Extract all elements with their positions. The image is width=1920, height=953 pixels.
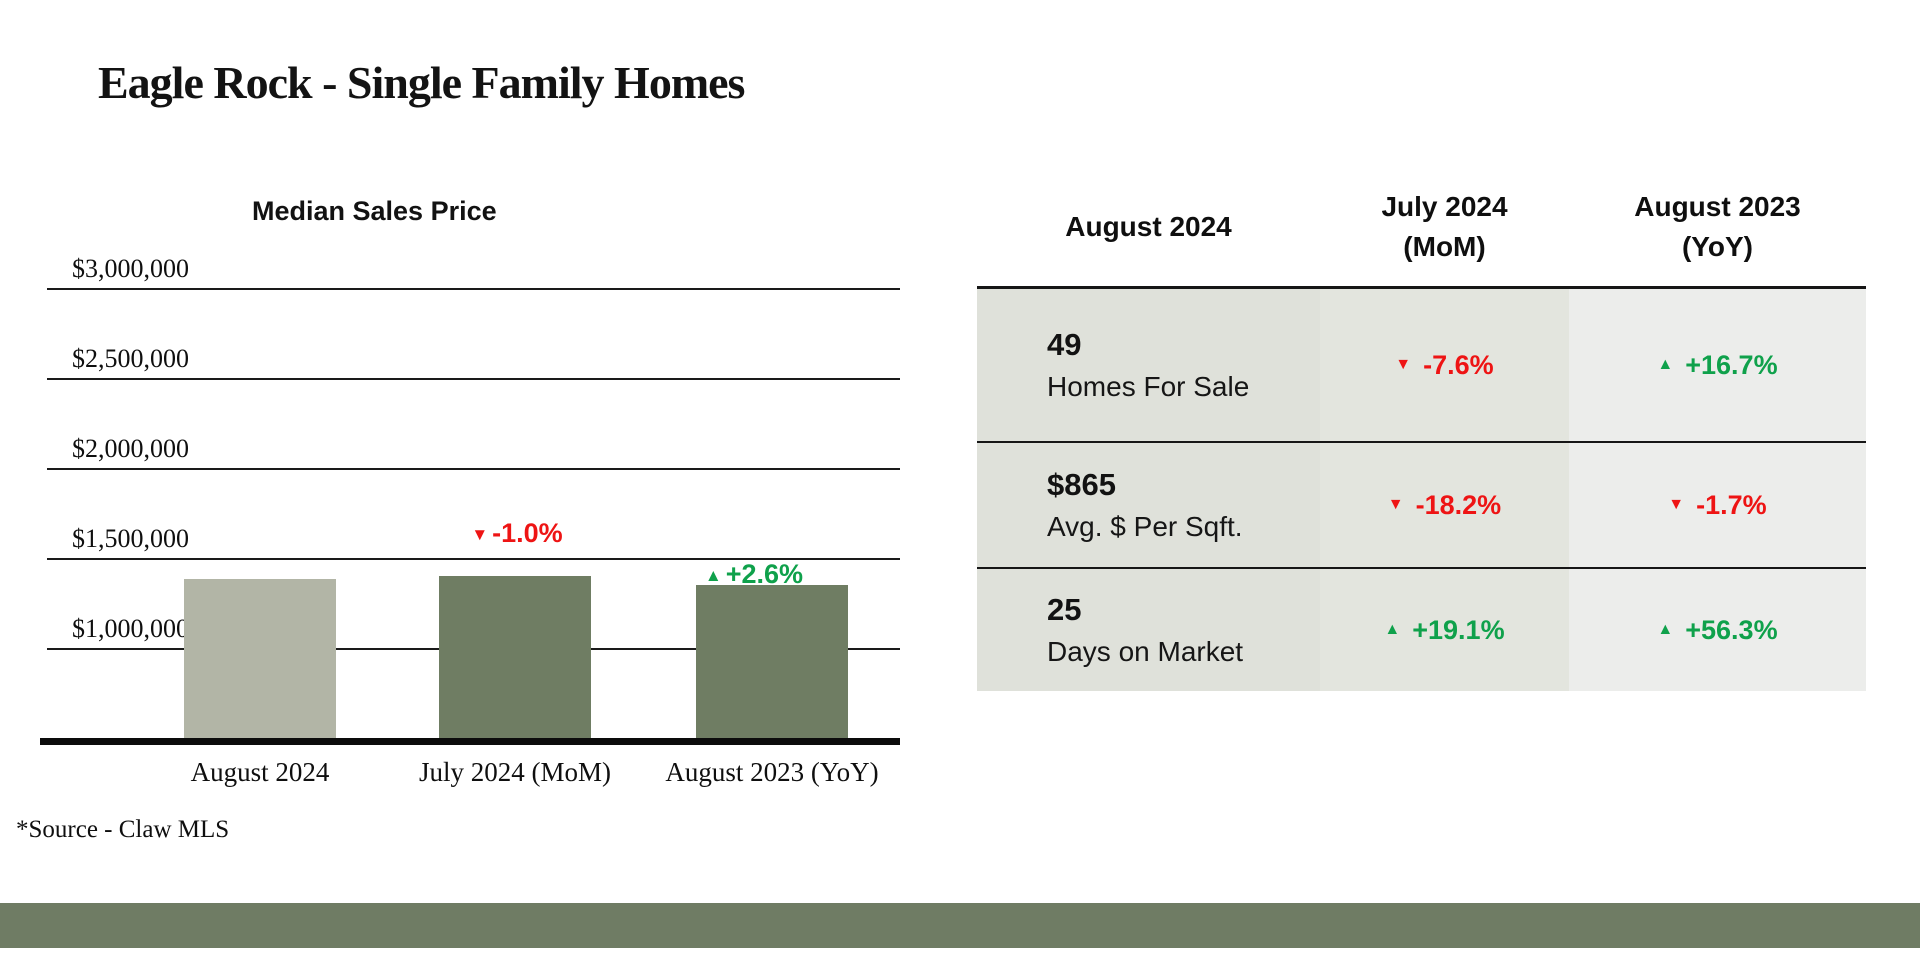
column-header-august-2024: August 2024	[977, 207, 1320, 247]
trend-arrow-icon: ▼	[1668, 496, 1685, 513]
trend-arrow-icon: ▲	[1657, 621, 1674, 638]
header-line: July 2024	[1381, 191, 1508, 222]
stat-cell: 25 Days on Market	[977, 569, 1320, 691]
x-tick-august-2023: August 2023 (YoY)	[665, 757, 879, 787]
footer-accent-bar	[0, 903, 1920, 948]
annotation-text: +2.6%	[725, 559, 804, 589]
stat-value: $865	[1047, 466, 1116, 502]
stat-label: Homes For Sale	[1047, 370, 1250, 402]
bar-annotation-mom: ▼ -1.0%	[471, 518, 562, 548]
gridline-1500000: $1,500,000	[47, 524, 900, 560]
change-value: -18.2%	[1415, 489, 1502, 520]
y-tick-label: $2,500,000	[72, 344, 189, 373]
median-sales-price-chart: Median Sales Price $3,000,000 $2,500,000…	[0, 0, 960, 800]
gridline-2000000: $2,000,000	[47, 434, 900, 470]
bar-annotation-yoy: ▲ +2.6%	[705, 559, 803, 589]
trend-arrow-icon: ▲	[1384, 621, 1401, 638]
chart-title: Median Sales Price	[252, 196, 497, 226]
stat-cell: $865 Avg. $ Per Sqft.	[977, 443, 1320, 567]
bar-august-2024	[184, 578, 336, 738]
table-row-days-on-market: 25 Days on Market ▲ +19.1% ▲ +56.3%	[977, 567, 1866, 691]
trend-arrow-icon: ▼	[1387, 496, 1404, 513]
bar-july-2024	[439, 576, 591, 738]
trend-arrow-icon: ▼	[1395, 356, 1412, 373]
stat-value: 25	[1047, 591, 1082, 627]
change-value: +56.3%	[1685, 614, 1778, 645]
mom-change-cell: ▼ -7.6%	[1320, 289, 1569, 441]
mom-change-cell: ▼ -18.2%	[1320, 443, 1569, 567]
x-axis-line	[40, 738, 900, 745]
stats-table-body: 49 Homes For Sale ▼ -7.6% ▲ +16.7% $865 …	[977, 286, 1866, 691]
change-value: +19.1%	[1412, 614, 1505, 645]
y-tick-label: $3,000,000	[72, 254, 189, 283]
header-line: August 2023	[1634, 191, 1801, 222]
y-tick-label: $2,000,000	[72, 434, 189, 463]
gridline-3000000: $3,000,000	[47, 254, 900, 290]
header-line: (YoY)	[1681, 231, 1754, 262]
stat-label: Days on Market	[1047, 635, 1244, 667]
stat-cell: 49 Homes For Sale	[977, 289, 1320, 441]
stats-table: August 2024 July 2024 (MoM) August 2023 …	[977, 168, 1866, 691]
x-tick-august-2024: August 2024	[190, 757, 330, 787]
column-header-august-2023-yoy: August 2023 (YoY)	[1569, 187, 1866, 267]
table-row-homes-for-sale: 49 Homes For Sale ▼ -7.6% ▲ +16.7%	[977, 289, 1866, 441]
trend-up-icon: ▲	[704, 566, 722, 585]
trend-down-icon: ▼	[471, 525, 489, 544]
change-value: -7.6%	[1423, 349, 1494, 380]
change-value: -1.7%	[1696, 489, 1767, 520]
x-tick-july-2024: July 2024 (MoM)	[418, 757, 612, 787]
mom-change-cell: ▲ +19.1%	[1320, 569, 1569, 691]
y-tick-label: $1,000,000	[72, 614, 189, 643]
y-tick-label: $1,500,000	[72, 524, 189, 553]
yoy-change-cell: ▲ +56.3%	[1569, 569, 1866, 691]
yoy-change-cell: ▼ -1.7%	[1569, 443, 1866, 567]
stat-value: 49	[1047, 326, 1082, 362]
column-header-july-2024-mom: July 2024 (MoM)	[1320, 187, 1569, 267]
table-row-avg-price-per-sqft: $865 Avg. $ Per Sqft. ▼ -18.2% ▼ -1.7%	[977, 441, 1866, 567]
bar-august-2023	[696, 585, 848, 738]
header-line: August 2024	[1065, 211, 1232, 242]
stat-label: Avg. $ Per Sqft.	[1047, 510, 1243, 542]
stats-table-header: August 2024 July 2024 (MoM) August 2023 …	[977, 168, 1866, 286]
gridline-2500000: $2,500,000	[47, 344, 900, 380]
page-title: Eagle Rock - Single Family Homes	[98, 57, 745, 108]
annotation-text: -1.0%	[492, 518, 563, 548]
trend-arrow-icon: ▲	[1657, 356, 1674, 373]
change-value: +16.7%	[1685, 349, 1778, 380]
header-line: (MoM)	[1403, 231, 1486, 262]
yoy-change-cell: ▲ +16.7%	[1569, 289, 1866, 441]
source-note: *Source - Claw MLS	[16, 816, 230, 843]
